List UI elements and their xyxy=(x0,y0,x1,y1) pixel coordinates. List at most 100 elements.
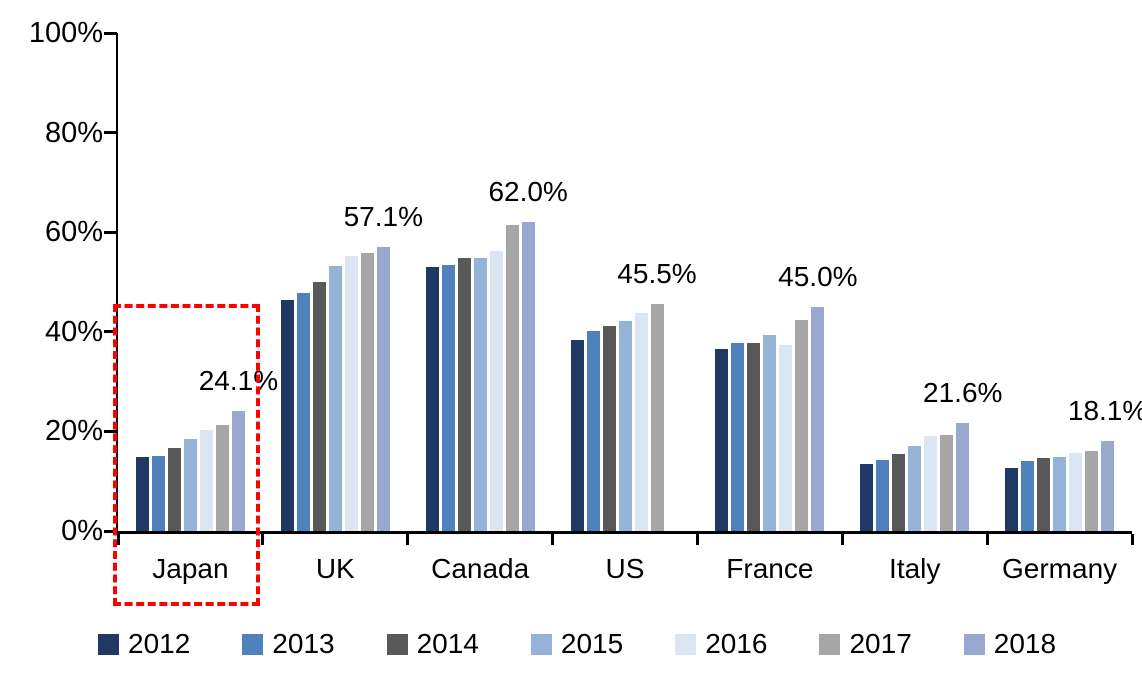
bar-germany-2015 xyxy=(1053,456,1067,531)
data-label-japan: 24.1% xyxy=(198,364,279,396)
bar-canada-2015 xyxy=(473,258,487,531)
x-axis-tick xyxy=(116,534,120,545)
bar-italy-2017 xyxy=(940,435,954,531)
bar-italy-2015 xyxy=(908,446,922,531)
legend-item-2018: 2018 xyxy=(963,628,1057,659)
bar-canada-2017 xyxy=(505,224,519,531)
y-axis-tick-label: 100% xyxy=(28,17,103,49)
legend-swatch-2013 xyxy=(242,633,264,655)
bar-italy-2012 xyxy=(860,464,874,531)
y-axis-tick-label: 0% xyxy=(61,515,103,547)
category-label-canada: Canada xyxy=(431,553,530,584)
data-label-us: 45.5% xyxy=(617,258,697,290)
x-axis-tick xyxy=(695,534,699,545)
y-axis-tick-label: 40% xyxy=(44,315,103,348)
legend-item-2016: 2016 xyxy=(675,630,767,658)
bar-germany-2018 xyxy=(1101,440,1115,531)
bar-canada-2013 xyxy=(441,264,455,531)
bar-germany-2012 xyxy=(1005,468,1019,531)
legend-swatch-2014 xyxy=(386,633,408,655)
bars xyxy=(118,410,263,531)
bar-japan-2018 xyxy=(231,410,245,531)
legend-label-2017: 2017 xyxy=(849,628,912,659)
bar-france-2018 xyxy=(811,306,825,531)
bar-uk-2018 xyxy=(376,246,390,531)
bar-group-japan: 24.1% Japan xyxy=(118,33,278,583)
legend-label-2013: 2013 xyxy=(272,628,335,659)
bar-us-2013 xyxy=(586,331,600,531)
bars xyxy=(408,222,553,531)
x-axis-tick xyxy=(406,534,410,545)
bar-japan-2012 xyxy=(135,456,149,531)
plot-area: 24.1% Japan 57.1% UK 62.0% Canada 45.5% US 45.0%… xyxy=(104,31,1142,583)
bar-france-2013 xyxy=(731,343,745,531)
y-axis-tick xyxy=(104,529,117,533)
data-label-canada: 62.0% xyxy=(488,176,568,208)
category-label-italy: Italy xyxy=(889,553,941,584)
category-label-uk: UK xyxy=(315,553,355,584)
bar-japan-2016 xyxy=(199,429,213,531)
legend-swatch-2016 xyxy=(675,633,697,655)
bar-italy-2016 xyxy=(924,436,938,531)
bar-canada-2018 xyxy=(521,222,535,531)
y-axis-tick xyxy=(104,131,117,135)
bar-us-2016 xyxy=(634,313,648,531)
bar-germany-2017 xyxy=(1085,450,1099,531)
legend-label-2018: 2018 xyxy=(993,628,1057,659)
legend-item-2012: 2012 xyxy=(98,630,190,658)
x-axis-tick xyxy=(985,534,989,545)
legend-item-2013: 2013 xyxy=(242,628,335,659)
data-label-germany: 18.1% xyxy=(1067,394,1142,426)
y-axis-tick xyxy=(104,330,117,334)
bar-japan-2014 xyxy=(167,447,181,531)
bar-germany-2013 xyxy=(1021,461,1035,531)
bar-uk-2015 xyxy=(328,265,342,531)
bar-group-canada: 62.0% Canada xyxy=(408,33,568,583)
legend: 2012 2013 2014 2015 2016 2017 2018 xyxy=(98,630,1056,658)
bar-japan-2013 xyxy=(151,456,165,531)
y-axis-tick-label: 20% xyxy=(44,415,103,448)
legend-swatch-2012 xyxy=(98,633,119,655)
x-axis-tick xyxy=(840,534,844,545)
y-axis-tick xyxy=(104,429,117,433)
bar-group-us: 45.5% US xyxy=(553,33,698,583)
legend-swatch-2017 xyxy=(819,633,841,655)
bar-japan-2017 xyxy=(215,425,229,531)
bar-group-germany: 18.1% Germany xyxy=(987,33,1142,582)
bar-france-2015 xyxy=(763,335,777,531)
x-axis-tick xyxy=(551,534,555,545)
bar-france-2016 xyxy=(779,344,793,531)
bar-uk-2014 xyxy=(312,282,326,531)
legend-item-2015: 2015 xyxy=(530,630,623,658)
data-label-france: 45.0% xyxy=(778,260,858,292)
bar-italy-2018 xyxy=(956,423,970,531)
bar-us-2014 xyxy=(602,326,616,531)
bar-group-france: 45.0% France xyxy=(697,33,858,583)
x-axis-tick xyxy=(261,534,265,545)
bar-us-2012 xyxy=(570,340,584,531)
category-label-us: US xyxy=(605,553,645,584)
legend-item-2017: 2017 xyxy=(819,628,912,659)
bar-canada-2012 xyxy=(425,267,439,531)
legend-label-2014: 2014 xyxy=(416,628,479,659)
bars xyxy=(987,440,1132,531)
bars xyxy=(697,306,842,531)
bar-france-2012 xyxy=(715,348,729,531)
legend-label-2012: 2012 xyxy=(128,628,191,659)
bar-us-2017 xyxy=(650,304,664,531)
bars xyxy=(842,423,987,531)
bar-group-uk: 57.1% UK xyxy=(263,33,423,583)
y-axis-tick-label: 80% xyxy=(44,116,103,149)
category-label-france: France xyxy=(726,553,814,584)
bar-canada-2016 xyxy=(489,251,503,531)
bar-france-2017 xyxy=(795,319,809,531)
x-axis-tick xyxy=(1130,534,1134,545)
bar-us-2015 xyxy=(618,320,632,531)
bar-groups-container: 24.1% Japan 57.1% UK 62.0% Canada 45.5% US 45.0%… xyxy=(118,33,1142,583)
legend-swatch-2018 xyxy=(963,633,985,655)
y-axis-tick-label: 60% xyxy=(44,216,103,249)
data-label-italy: 21.6% xyxy=(923,377,1003,409)
category-label-japan: Japan xyxy=(152,553,229,584)
bars xyxy=(553,304,698,531)
